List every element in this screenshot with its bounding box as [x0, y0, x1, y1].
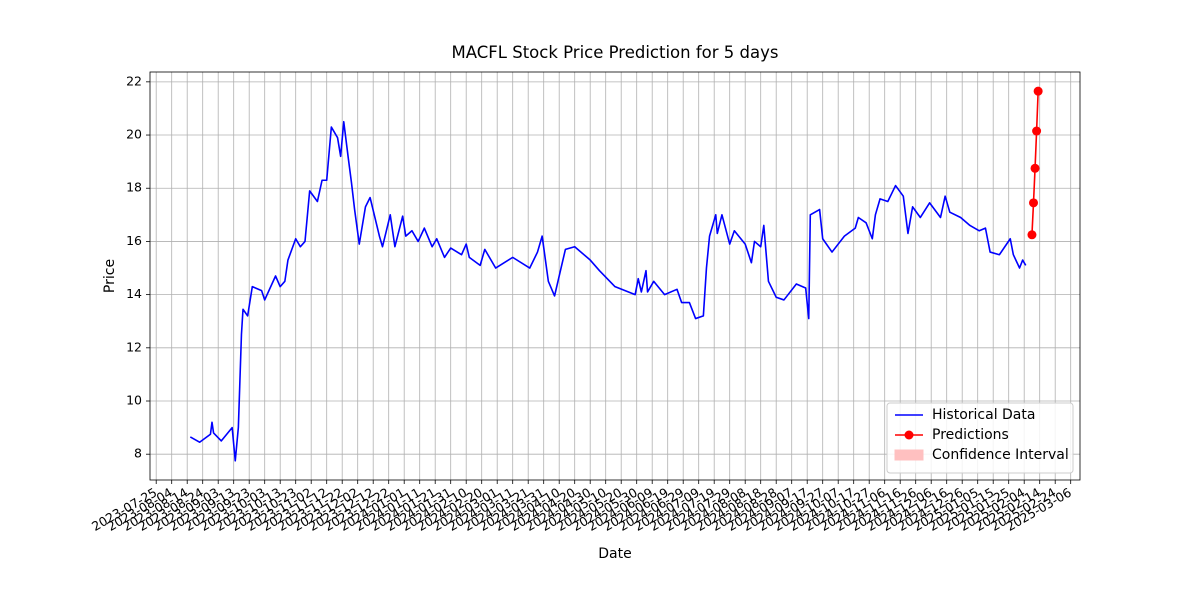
point	[1032, 126, 1042, 136]
point	[1029, 198, 1038, 208]
legend: Historical Data Predictions Confidence Int…	[886, 402, 1074, 474]
plot-frame	[149, 71, 1081, 481]
legend-box	[886, 402, 1074, 474]
y-tick-label: 12	[126, 339, 142, 354]
legend-label: Confidence Interval	[932, 447, 1069, 463]
y-tick-label: 16	[126, 233, 142, 248]
y-axis-label: Price	[102, 259, 118, 293]
legend-label: Historical Data	[932, 407, 1035, 423]
series-line	[189, 120, 1027, 462]
y-tick-label: 8	[134, 446, 142, 461]
point	[1033, 86, 1043, 96]
chart-title: MACFL Stock Price Prediction for 5 days	[452, 43, 779, 62]
y-tick-label: 10	[126, 393, 142, 408]
legend-marker	[904, 430, 914, 440]
point	[1027, 230, 1037, 240]
y-tick-label: 18	[126, 180, 142, 195]
y-tick-label: 22	[126, 73, 142, 88]
legend-label: Predictions	[932, 427, 1009, 443]
point	[1030, 163, 1040, 173]
y-tick-label: 20	[126, 127, 142, 142]
y-tick-label: 14	[126, 286, 142, 301]
legend-swatch	[894, 449, 924, 461]
x-axis-label: Date	[598, 546, 631, 562]
